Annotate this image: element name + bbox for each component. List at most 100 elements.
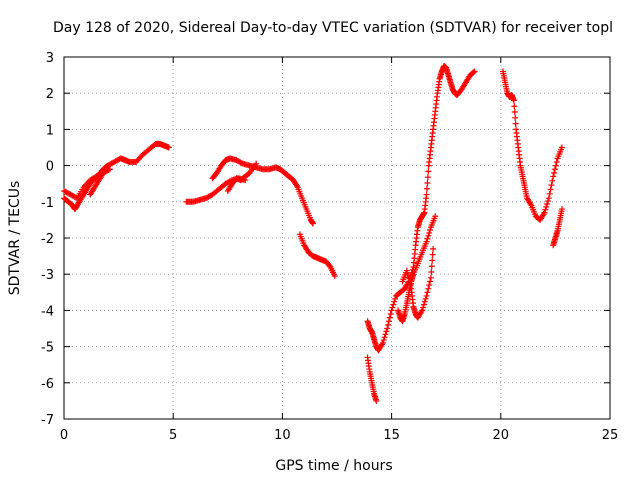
y-tick-label: 3 — [46, 51, 54, 66]
data-point-interp — [511, 109, 518, 116]
data-point — [427, 274, 434, 281]
data-point-interp — [425, 168, 432, 175]
data-point-interp — [392, 295, 399, 302]
y-tick-label: -4 — [41, 304, 54, 319]
data-point — [510, 97, 517, 104]
y-tick-label: 1 — [46, 123, 54, 138]
data-point-interp — [105, 166, 112, 173]
y-tick-label: 0 — [46, 160, 54, 175]
x-tick-label: 15 — [383, 428, 400, 443]
data-point — [558, 206, 565, 213]
data-point-interp — [404, 271, 411, 278]
data-point-interp — [382, 331, 389, 338]
data-point — [423, 191, 430, 198]
data-point — [388, 307, 395, 314]
data-point-interp — [428, 269, 435, 276]
data-point-interp — [424, 289, 431, 296]
y-tick-label: -6 — [41, 377, 54, 392]
data-point-interp — [420, 304, 427, 311]
data-point-interp — [511, 103, 518, 110]
data-points — [61, 63, 565, 404]
chart-title: Day 128 of 2020, Sidereal Day-to-day VTE… — [53, 20, 613, 36]
series-trace-12 — [499, 68, 565, 223]
data-point-interp — [427, 227, 434, 234]
data-point — [430, 245, 437, 252]
series-trace-3 — [87, 169, 107, 198]
data-point-interp — [470, 69, 477, 76]
y-tick-label: -5 — [41, 341, 54, 356]
x-axis-label: GPS time / hours — [275, 458, 392, 474]
x-tick-label: 10 — [274, 428, 291, 443]
data-point — [545, 195, 552, 202]
data-point-interp — [551, 166, 558, 173]
data-point — [379, 339, 386, 346]
data-point-interp — [548, 182, 555, 189]
data-point-interp — [383, 328, 390, 335]
data-point — [432, 213, 439, 220]
data-point-interp — [547, 186, 554, 193]
data-point-interp — [544, 198, 551, 205]
data-point-interp — [542, 206, 549, 213]
data-point-interp — [544, 200, 551, 207]
series-trace-11 — [399, 245, 437, 321]
y-axis-label: SDTVAR / TECUs — [7, 181, 23, 296]
data-point-interp — [385, 318, 392, 325]
data-point-interp — [386, 314, 393, 321]
data-point-interp — [424, 179, 431, 186]
data-point — [384, 325, 391, 332]
series-trace-7 — [296, 231, 338, 280]
series-trace-8 — [364, 63, 478, 354]
data-point-interp — [405, 274, 412, 281]
series-trace-10 — [395, 213, 439, 325]
data-point-interp — [422, 295, 429, 302]
data-point-interp — [381, 334, 388, 341]
data-point-interp — [421, 298, 428, 305]
data-point — [471, 68, 478, 75]
data-point-interp — [425, 285, 432, 292]
data-point-interp — [238, 160, 245, 167]
data-point-interp — [424, 235, 431, 242]
x-tick-label: 25 — [602, 428, 619, 443]
data-point-interp — [429, 257, 436, 264]
data-point — [331, 273, 338, 280]
data-point-interp — [546, 190, 553, 197]
data-point-interp — [543, 203, 550, 210]
data-point-interp — [423, 185, 430, 192]
data-point-interp — [426, 229, 433, 236]
data-point-interp — [406, 278, 413, 285]
y-tick-label: -3 — [41, 268, 54, 283]
data-point — [309, 220, 316, 227]
data-point-interp — [512, 114, 519, 121]
data-point-interp — [426, 282, 433, 289]
y-tick-label: -7 — [41, 413, 54, 428]
data-point-interp — [385, 321, 392, 328]
data-point — [100, 169, 107, 176]
data-point-interp — [427, 278, 434, 285]
data-point-interp — [424, 174, 431, 181]
data-point — [550, 173, 557, 180]
data-point — [423, 292, 430, 299]
y-tick-label: 2 — [46, 87, 54, 102]
data-point-interp — [429, 251, 436, 258]
series-trace-13 — [550, 206, 565, 249]
grid — [64, 57, 610, 419]
series-trace-6 — [224, 160, 260, 194]
data-point-interp — [390, 301, 397, 308]
data-point-interp — [407, 282, 414, 289]
data-point-interp — [380, 337, 387, 344]
data-point-interp — [428, 263, 435, 270]
data-point-interp — [389, 304, 396, 311]
y-tick-label: -1 — [41, 196, 54, 211]
data-point — [165, 144, 172, 151]
data-point — [419, 307, 426, 314]
data-point — [373, 397, 380, 404]
y-tick-label: -2 — [41, 232, 54, 247]
x-tick-label: 0 — [60, 428, 68, 443]
data-point-interp — [391, 298, 398, 305]
data-point — [541, 209, 548, 216]
data-point-interp — [512, 120, 519, 127]
series-trace-2 — [61, 166, 113, 202]
data-point-interp — [552, 162, 559, 169]
x-tick-label: 5 — [169, 428, 177, 443]
data-point-interp — [551, 169, 558, 176]
